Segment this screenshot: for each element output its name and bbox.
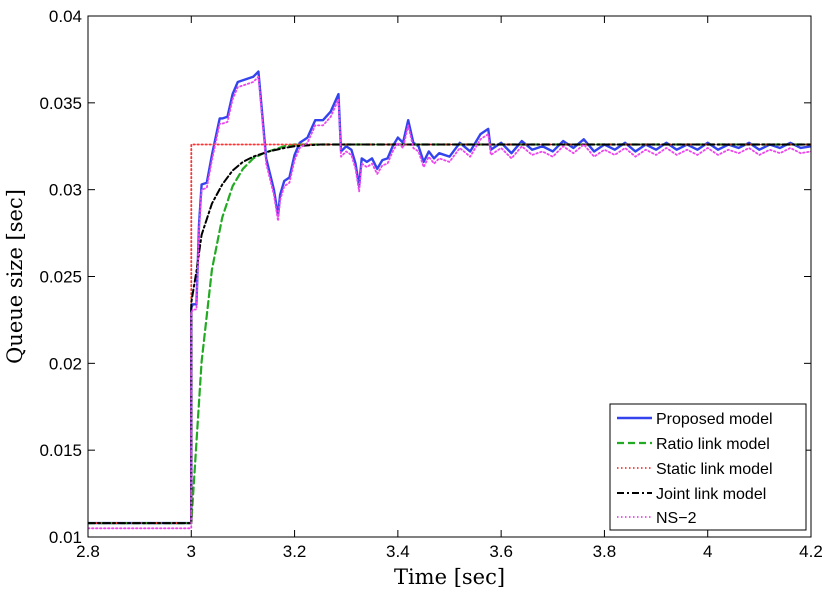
y-tick-label: 0.035 bbox=[39, 94, 82, 113]
legend-label-ns-2: NS−2 bbox=[656, 510, 697, 527]
ticks-layer: 2.8 3 3.2 3.4 3.6 3.8 4 4.2 0.01 0.015 0.02 0.025 0.… bbox=[39, 7, 822, 561]
y-axis-label: Queue size [sec] bbox=[3, 189, 27, 364]
legend-item-joint-link-model: Joint link model bbox=[617, 486, 766, 503]
legend-item-ns-2: NS−2 bbox=[617, 510, 697, 527]
x-tick-label: 4 bbox=[703, 542, 712, 561]
x-axis-label: Time [sec] bbox=[394, 565, 505, 589]
y-tick-label: 0.04 bbox=[49, 7, 82, 26]
series-line-proposed-model bbox=[88, 70, 811, 525]
y-tick-label: 0.03 bbox=[49, 181, 82, 200]
series-layer bbox=[88, 70, 811, 530]
x-tick-label: 4.2 bbox=[799, 542, 823, 561]
y-tick-label: 0.02 bbox=[49, 354, 82, 373]
x-tick-label: 3 bbox=[187, 542, 196, 561]
legend: Proposed model Ratio link model Static l… bbox=[609, 403, 807, 531]
series-line-joint-link-model bbox=[88, 143, 811, 525]
x-tick-label: 3.2 bbox=[283, 542, 307, 561]
x-tick-label: 2.8 bbox=[76, 542, 100, 561]
legend-label-joint-link-model: Joint link model bbox=[656, 486, 766, 503]
legend-label-proposed-model: Proposed model bbox=[656, 411, 773, 428]
legend-box bbox=[609, 403, 807, 531]
y-tick-label: 0.01 bbox=[49, 528, 82, 547]
legend-item-static-link-model: Static link model bbox=[617, 461, 773, 478]
legend-item-ratio-link-model: Ratio link model bbox=[617, 436, 770, 453]
y-tick-label: 0.015 bbox=[39, 441, 82, 460]
legend-label-ratio-link-model: Ratio link model bbox=[656, 436, 770, 453]
legend-label-static-link-model: Static link model bbox=[656, 461, 773, 478]
x-tick-label: 3.6 bbox=[489, 542, 513, 561]
series-line-ns-2 bbox=[88, 75, 811, 530]
legend-item-proposed-model: Proposed model bbox=[617, 411, 773, 428]
x-tick-label: 3.4 bbox=[386, 542, 410, 561]
y-tick-label: 0.025 bbox=[39, 268, 82, 287]
x-tick-label: 3.8 bbox=[593, 542, 617, 561]
